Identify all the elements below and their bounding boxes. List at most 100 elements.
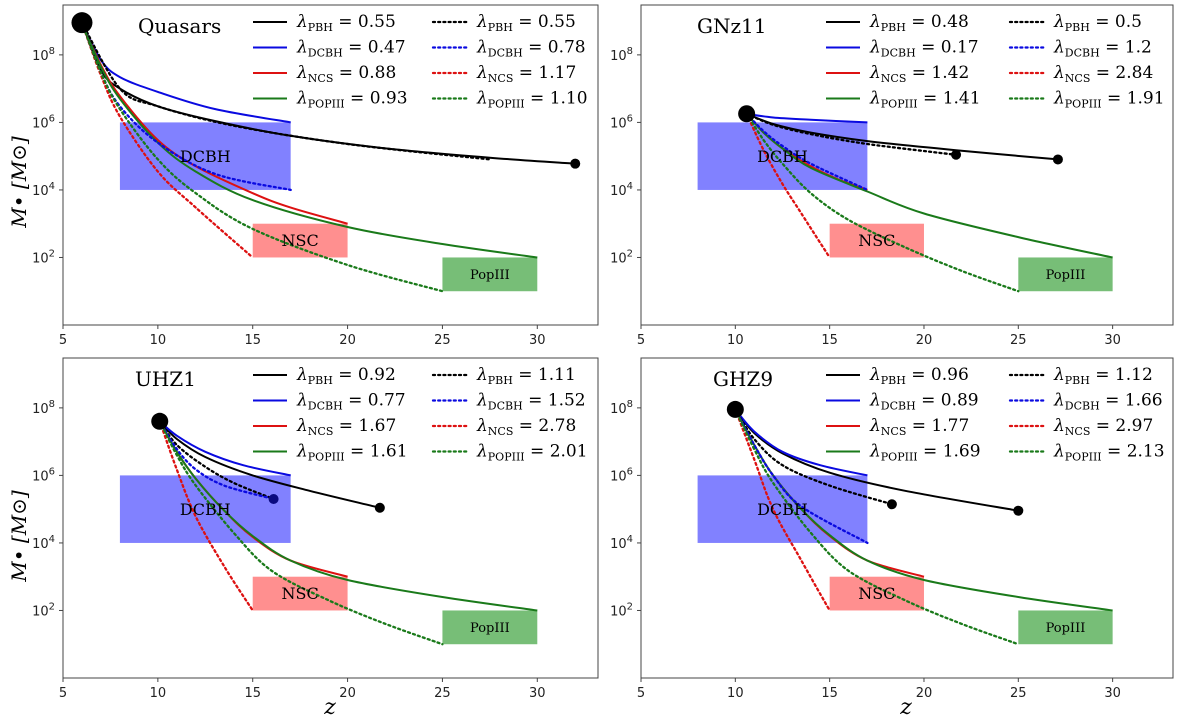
legend-item: λPBH = 0.48 <box>826 12 969 34</box>
plot-area: DCBH NSC PopIII <box>697 400 1113 646</box>
seed-marker <box>71 12 93 34</box>
series-popiii-solid <box>158 420 538 612</box>
plot-area: DCBH NSC PopIII <box>697 105 1113 293</box>
series-dcbh-dotted <box>158 420 275 501</box>
legend-item: λPBH = 0.55 <box>253 12 396 34</box>
series-end-marker <box>374 502 385 513</box>
legend-item: λPOPIII = 2.01 <box>431 442 588 464</box>
y-tick-label: 102 <box>32 601 55 619</box>
y-tick-label: 102 <box>32 248 55 266</box>
legend-item: λDCBH = 0.47 <box>253 38 406 60</box>
legend-label: λNCS = 1.77 <box>869 416 969 438</box>
panel-gnz11: DCBH NSC PopIII 5 10 15 20 25 30 102 104 106 108 GNz1… <box>610 4 1174 348</box>
region-popiii <box>1018 610 1113 645</box>
axes-frame <box>62 357 599 679</box>
legend-label: λDCBH = 0.47 <box>296 38 406 60</box>
series-ncs-dotted <box>745 112 831 259</box>
legend-item: λPOPIII = 1.10 <box>431 89 588 111</box>
series-popiii-solid <box>745 113 1113 259</box>
region-nsc <box>252 576 348 611</box>
series-popiii-dotted <box>80 21 444 293</box>
panel-quasars: DCBH NSC PopIII 5 10 15 20 25 30 102 104 106 108 Quas… <box>32 4 599 348</box>
region-label-nsc: NSC <box>282 231 319 250</box>
legend-label: λPOPIII = 0.93 <box>296 89 408 111</box>
panel-title: UHZ1 <box>135 367 196 391</box>
series-dcbh-dotted <box>745 112 869 192</box>
series-dcbh-solid <box>159 420 291 477</box>
x-tick-label: 25 <box>434 686 451 701</box>
legend-label: λDCBH = 0.78 <box>476 38 586 60</box>
series-end-marker <box>570 158 581 169</box>
region-dcbh <box>119 475 291 543</box>
legend-item: λDCBH = 0.89 <box>826 391 979 413</box>
panel-title: GHZ9 <box>713 367 773 391</box>
x-tick-label: 10 <box>727 686 744 701</box>
series-popiii-dotted <box>158 420 444 646</box>
x-tick-label: 10 <box>150 686 167 701</box>
y-tick-label: 102 <box>610 601 633 619</box>
y-tick-label: 102 <box>610 248 633 266</box>
region-label-dcbh: DCBH <box>180 500 231 519</box>
legend-item: λNCS = 2.84 <box>1008 63 1153 85</box>
panel-ghz9: DCBH NSC PopIII 5 10 15 20 25 30 102 104 106 108 GHZ9… <box>610 357 1174 701</box>
y-tick-label: 108 <box>610 399 633 417</box>
panel-title: Quasars <box>138 14 221 38</box>
region-popiii <box>1018 257 1113 292</box>
panel-uhz1: DCBH NSC PopIII 5 10 15 20 25 30 102 104 106 108 UHZ1… <box>32 357 599 701</box>
legend-item: λPOPIII = 2.13 <box>1008 442 1165 464</box>
x-tick-label: 15 <box>244 686 261 701</box>
region-popiii <box>442 610 538 645</box>
x-axis-label-right: z <box>899 695 912 720</box>
y-tick-label: 104 <box>32 534 55 552</box>
x-tick-label: 15 <box>244 333 261 348</box>
series-popiii-dotted <box>745 112 1020 293</box>
legend-label: λPOPIII = 1.91 <box>1053 89 1165 111</box>
x-tick-label: 25 <box>1010 333 1027 348</box>
region-label-popiii: PopIII <box>470 621 510 636</box>
y-axis-label-top: M• [M⊙] <box>7 136 31 229</box>
region-label-dcbh: DCBH <box>757 147 808 166</box>
panel-title: GNz11 <box>697 14 766 38</box>
legend-item: λNCS = 1.67 <box>253 416 396 438</box>
legend-item: λPBH = 0.55 <box>431 12 576 34</box>
legend-label: λNCS = 1.17 <box>476 63 576 85</box>
region-nsc <box>252 223 348 258</box>
seed-marker <box>738 105 756 123</box>
axes-frame <box>640 4 1174 326</box>
series-dcbh-solid <box>746 112 868 124</box>
series-end-marker <box>1052 154 1063 165</box>
x-tick-label: 5 <box>637 686 645 701</box>
legend-label: λPBH = 0.55 <box>476 12 576 34</box>
legend-label: λPBH = 0.5 <box>1053 12 1142 34</box>
x-tick-label: 10 <box>727 333 744 348</box>
series-end-marker <box>951 149 962 160</box>
legend-label: λDCBH = 1.2 <box>1053 38 1152 60</box>
legend-label: λDCBH = 0.17 <box>869 38 979 60</box>
legend-item: λDCBH = 0.77 <box>253 391 406 413</box>
region-nsc <box>829 576 924 611</box>
legend-item: λPOPIII = 1.61 <box>253 442 408 464</box>
legend-label: λDCBH = 1.52 <box>476 391 586 413</box>
y-tick-label: 108 <box>610 46 633 64</box>
legend-label: λNCS = 0.88 <box>296 63 396 85</box>
axes-frame <box>640 357 1174 679</box>
region-popiii <box>442 257 538 292</box>
legend-label: λPBH = 0.92 <box>296 365 396 387</box>
x-tick-label: 30 <box>529 686 546 701</box>
legend-item: λDCBH = 1.2 <box>1008 38 1152 60</box>
legend-item: λNCS = 1.42 <box>826 63 969 85</box>
legend-item: λPBH = 0.92 <box>253 365 396 387</box>
x-tick-label: 20 <box>916 686 933 701</box>
legend-label: λPBH = 0.55 <box>296 12 396 34</box>
legend-item: λPBH = 0.96 <box>826 365 969 387</box>
series-dcbh-dotted <box>734 408 869 545</box>
y-tick-label: 104 <box>32 181 55 199</box>
seed-marker <box>726 400 744 418</box>
legend-label: λNCS = 2.97 <box>1053 416 1153 438</box>
axes-frame <box>62 4 599 326</box>
x-tick-label: 20 <box>339 686 356 701</box>
region-label-nsc: NSC <box>858 231 895 250</box>
legend-item: λNCS = 1.77 <box>826 416 969 438</box>
y-tick-label: 106 <box>610 113 633 131</box>
region-label-dcbh: DCBH <box>757 500 808 519</box>
